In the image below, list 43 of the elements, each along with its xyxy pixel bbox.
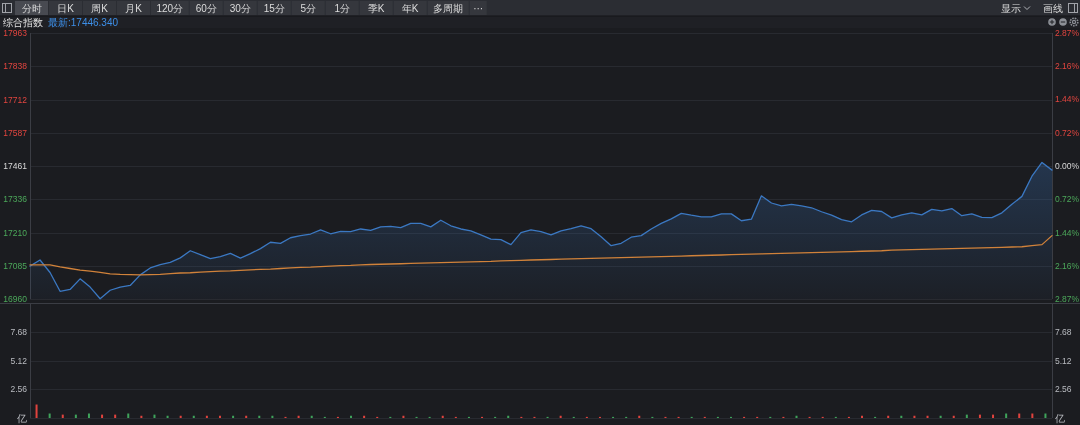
toolbar-button: 日K	[49, 1, 82, 15]
y-tick-label: 16960	[3, 294, 28, 304]
y-tick-label: 17838	[3, 61, 28, 72]
y-tick-label: 17712	[3, 94, 28, 105]
y2-tick-label: 0.00%	[1055, 161, 1080, 171]
toolbar-button: 15分	[257, 1, 291, 15]
text: 显示	[1001, 3, 1021, 14]
y-tick-label: 17210	[3, 227, 28, 238]
y2-tick-label: 1.44%	[1055, 94, 1080, 105]
toolbar-button: 5分	[291, 1, 325, 15]
y2-tick-label: 0.72%	[1055, 194, 1080, 205]
y-tick-label: 17461	[3, 161, 28, 172]
chart-title: 综合指数	[3, 16, 43, 28]
y2-tick-label: 1.44%	[1055, 227, 1080, 238]
y-tick-label: 7.68	[10, 326, 28, 337]
toolbar-button: 60分	[189, 1, 223, 15]
y2-tick-label: 亿	[1054, 412, 1065, 424]
y-tick-label: 5.12	[10, 355, 28, 366]
toolbar-button: 年K	[393, 1, 427, 15]
y-tick-label: 17963	[3, 28, 28, 38]
chart-subtitle: 最新:17446.340	[48, 16, 119, 28]
y-tick-label: 亿	[16, 412, 27, 424]
toolbar-button: 月K	[117, 1, 150, 15]
y2-tick-label: 2.16%	[1055, 261, 1080, 272]
y-tick-label: 17587	[3, 127, 28, 138]
y2-tick-label: 2.87%	[1055, 28, 1080, 38]
y-tick-label: 2.56	[10, 384, 28, 395]
y2-tick-label: 2.87%	[1055, 294, 1080, 304]
toolbar-button: 周K	[83, 1, 116, 15]
y2-tick-label: 7.68	[1055, 326, 1072, 337]
toolbar-button: 30分	[223, 1, 257, 15]
y2-tick-label: 5.12	[1055, 355, 1072, 366]
y2-tick-label: 2.56	[1055, 384, 1072, 395]
y-tick-label: 17085	[3, 260, 28, 271]
y2-tick-label: 0.72%	[1055, 127, 1080, 138]
toolbar-button: 季K	[359, 1, 393, 15]
toolbar-button: 1分	[325, 1, 359, 15]
y-tick-label: 17336	[3, 194, 28, 205]
text: 画线	[1043, 3, 1063, 14]
toolbar-button: 120分	[151, 1, 189, 15]
toolbar-button: 多周期	[427, 1, 469, 15]
toolbar-button: 分时	[15, 1, 48, 15]
y2-tick-label: 2.16%	[1055, 60, 1080, 71]
